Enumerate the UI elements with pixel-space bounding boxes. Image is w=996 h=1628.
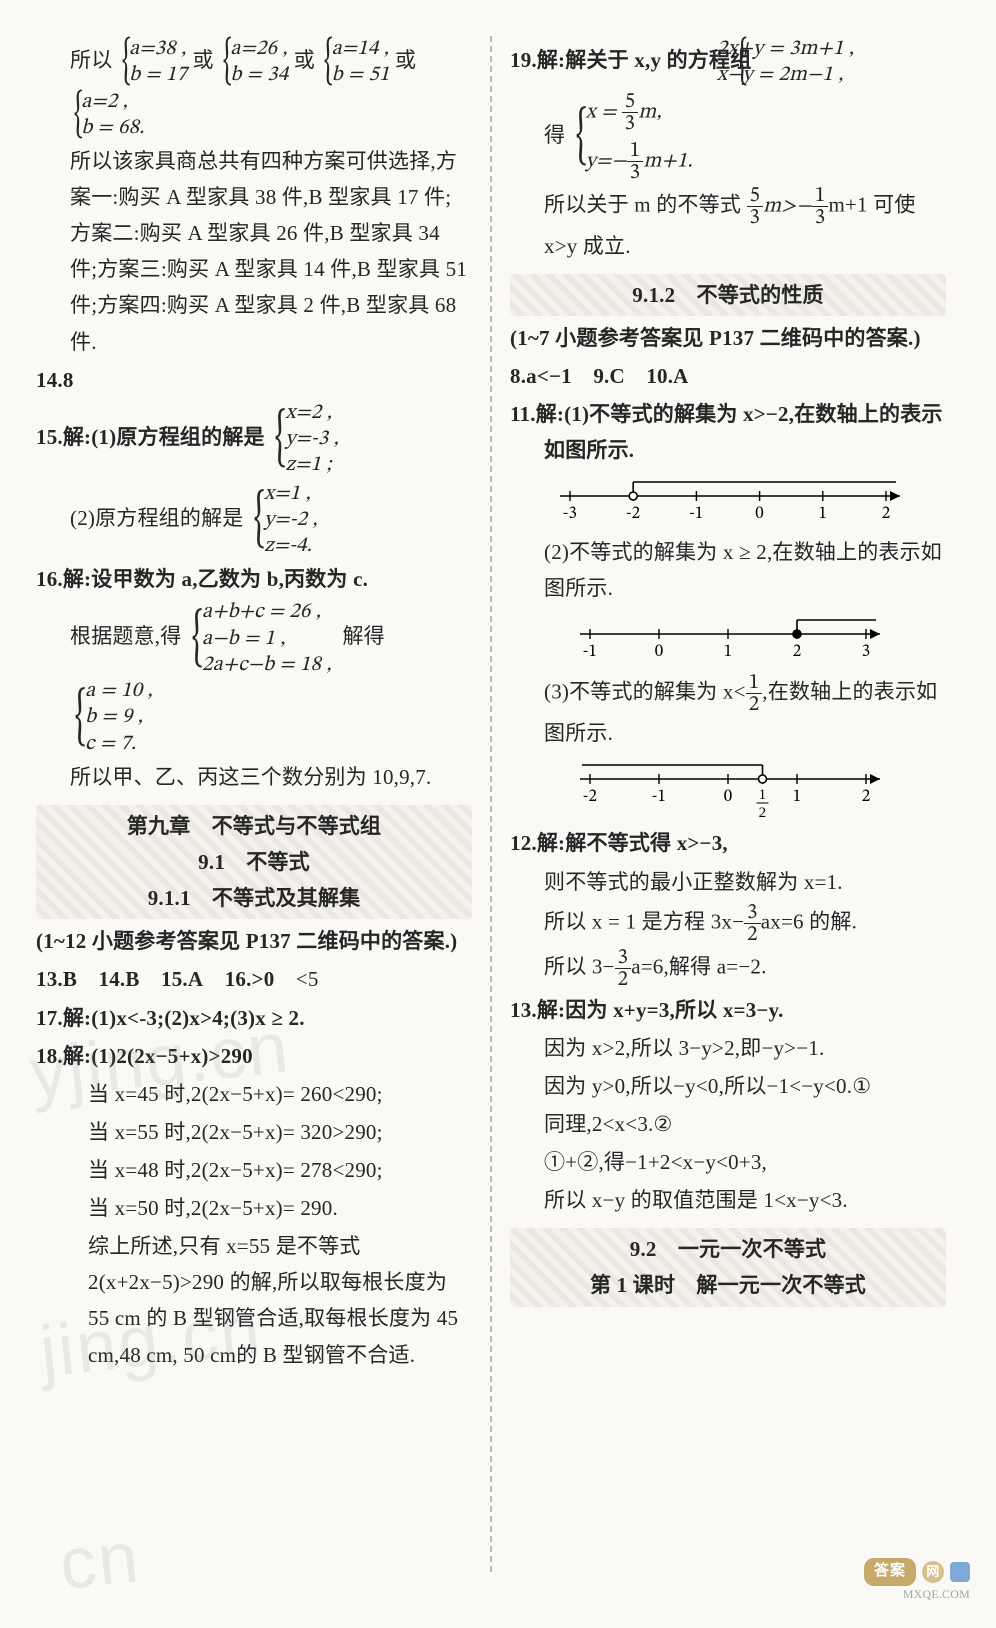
svg-text:2: 2 — [759, 805, 767, 819]
q11-1: 11.解:(1)不等式的解集为 x>−2,在数轴上的表示如图所示. — [510, 396, 946, 468]
svg-text:1: 1 — [793, 789, 802, 806]
chapter-header: 第九章 不等式与不等式组 9.1 不等式 9.1.1 不等式及其解集 — [36, 805, 472, 919]
q11-2: (2)不等式的解集为 x ≥ 2,在数轴上的表示如图所示. — [510, 534, 946, 606]
q19-p: 所以关于 m 的不等式 53m>−13m+1 可使 x>y 成立. — [510, 185, 946, 264]
svg-text:0: 0 — [755, 506, 764, 523]
right-column: 19.解:解关于 x,y 的方程组 { 2x+y = 3m+1 , x−y = … — [492, 0, 982, 1600]
q12-1: 12.解:解不等式得 x>−3, — [510, 825, 946, 861]
svg-text:1: 1 — [818, 506, 827, 523]
svg-text:-3: -3 — [563, 506, 577, 523]
q18-6: 综上所述,只有 x=55 是不等式 2(x+2x−5)>290 的解,所以取每根… — [36, 1228, 472, 1372]
q16-head: 16.解:设甲数为 a,乙数为 b,丙数为 c. — [36, 561, 472, 597]
q13-2: 因为 x>2,所以 3−y>2,即−y>−1. — [510, 1030, 946, 1066]
svg-text:-2: -2 — [626, 506, 640, 523]
svg-text:-1: -1 — [689, 506, 703, 523]
svg-text:0: 0 — [724, 789, 733, 806]
q18-3: 当 x=55 时,2(2x−5+x)= 320>290; — [36, 1114, 472, 1150]
page: 所以 {a=38 ,b = 17 或 {a=26 ,b = 34 或 {a=14… — [0, 0, 996, 1600]
svg-text:0: 0 — [655, 644, 664, 661]
svg-text:1: 1 — [759, 787, 767, 803]
q17: 17.解:(1)x<-3;(2)x>4;(3)x ≥ 2. — [36, 1000, 472, 1036]
numberline-1: -3 -2 -1 0 1 2 — [548, 474, 908, 528]
svg-text:1: 1 — [724, 644, 733, 661]
q14: 14.8 — [36, 362, 472, 398]
svg-text:2: 2 — [862, 789, 871, 806]
numberline-3: -2 -1 0 1 2 1 2 — [568, 757, 888, 819]
q13-1: 13.解:因为 x+y=3,所以 x=3−y. — [510, 992, 946, 1028]
q13-5: ①+②,得−1+2<x−y<0+3, — [510, 1144, 946, 1180]
brand-pill: 答案 — [864, 1558, 916, 1586]
section-92: 9.2 一元一次不等式 第 1 课时 解一元一次不等式 — [510, 1228, 946, 1306]
svg-text:-1: -1 — [583, 644, 597, 661]
numberline-2: -1 0 1 2 3 — [568, 612, 888, 666]
q18-4: 当 x=48 时,2(2x−5+x)= 278<290; — [36, 1152, 472, 1188]
note: (1~12 小题参考答案见 P137 二维码中的答案.) — [36, 923, 472, 959]
q13-4: 同理,2<x<3.② — [510, 1106, 946, 1142]
q18-1: 18.解:(1)2(2x−5+x)>290 — [36, 1038, 472, 1074]
svg-text:-1: -1 — [652, 789, 666, 806]
intro-cases: 所以 {a=38 ,b = 17 或 {a=26 ,b = 34 或 {a=14… — [36, 36, 472, 141]
q12-3: 所以 x = 1 是方程 3x−32ax=6 的解. — [510, 902, 946, 945]
label: 所以 — [70, 48, 112, 72]
note2: (1~7 小题参考答案见 P137 二维码中的答案.) — [510, 320, 946, 356]
section-912: 9.1.2 不等式的性质 — [510, 274, 946, 316]
q12-4: 所以 3−32a=6,解得 a=−2. — [510, 947, 946, 990]
site-tag: MXQE.COM — [903, 1584, 970, 1605]
q15-2: (2)原方程组的解是 { x=1 , y=-2 , z=-4. — [36, 481, 472, 560]
q13-6: 所以 x−y 的取值范围是 1<x−y<3. — [510, 1182, 946, 1218]
answer-row: 13.B 14.B 15.A 16.>0 <5 — [36, 961, 472, 997]
q16-tail: 所以甲、乙、丙这三个数分别为 10,9,7. — [36, 759, 472, 795]
q12-2: 则不等式的最小正整数解为 x=1. — [510, 864, 946, 900]
q13-3: 因为 y>0,所以−y<0,所以−1<−y<0.① — [510, 1068, 946, 1104]
footer-badge: 答案 网 MXQE.COM — [864, 1558, 970, 1586]
svg-text:2: 2 — [793, 644, 802, 661]
svg-text:3: 3 — [862, 644, 871, 661]
svg-text:-2: -2 — [583, 789, 597, 806]
q16-system: 根据题意,得 { a+b+c = 26 , a−b = 1 , 2a+c−b =… — [36, 599, 472, 757]
q18-2: 当 x=45 时,2(2x−5+x)= 260<290; — [36, 1076, 472, 1112]
q18-5: 当 x=50 时,2(2x−5+x)= 290. — [36, 1190, 472, 1226]
q11-3: (3)不等式的解集为 x<12,在数轴上的表示如图所示. — [510, 672, 946, 751]
q19-sol: 得 { x = 53m, y=−13m+1. — [510, 91, 946, 183]
brand-square — [950, 1562, 970, 1582]
q19-head: 19.解:解关于 x,y 的方程组 { 2x+y = 3m+1 , x−y = … — [510, 36, 946, 89]
answer-row-2: 8.a<−1 9.C 10.A — [510, 358, 946, 394]
svg-text:2: 2 — [882, 506, 891, 523]
left-column: 所以 {a=38 ,b = 17 或 {a=26 ,b = 34 或 {a=14… — [0, 0, 490, 1600]
explain-options: 所以该家具商总共有四种方案可供选择,方案一:购买 A 型家具 38 件,B 型家… — [36, 143, 472, 360]
brand-circle: 网 — [922, 1561, 944, 1583]
q15-1: 15.解:(1)原方程组的解是 { x=2 , y=-3 , z=1 ; — [36, 400, 472, 479]
